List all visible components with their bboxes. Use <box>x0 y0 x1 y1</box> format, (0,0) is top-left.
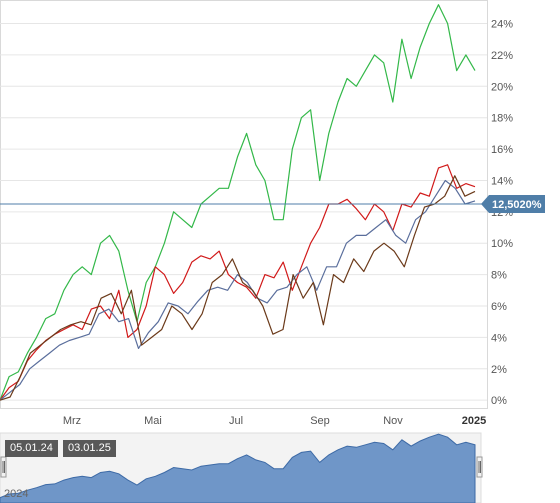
series-lines <box>0 4 476 401</box>
y-tick-label: 0% <box>491 395 507 407</box>
y-tick-label: 20% <box>491 81 513 93</box>
y-tick-label: 14% <box>491 175 513 187</box>
y-tick-label: 2% <box>491 364 507 376</box>
series-line-3 <box>0 179 476 401</box>
range-start-label[interactable]: 05.01.24 <box>5 440 58 457</box>
plot-frame <box>0 0 488 409</box>
x-tick-label: Mrz <box>63 415 81 427</box>
grid-lines <box>0 0 488 409</box>
x-tick-label: Sep <box>310 415 330 427</box>
x-tick-label: Nov <box>383 415 403 427</box>
y-tick-label: 4% <box>491 332 507 344</box>
y-tick-label: 24% <box>491 19 513 31</box>
navigator-area <box>0 433 476 503</box>
x-tick-label: 2025 <box>462 415 486 427</box>
navigator-year-label: 2024 <box>4 488 29 500</box>
y-tick-label: 16% <box>491 144 513 156</box>
value-readout: 12,5020% <box>481 194 545 213</box>
range-end-label[interactable]: 03.01.25 <box>63 440 116 457</box>
readout-badge <box>481 194 545 213</box>
y-tick-label: 22% <box>491 50 513 62</box>
series-line-2 <box>0 164 476 401</box>
series-line-4 <box>0 175 476 401</box>
x-tick-label: Mai <box>144 415 162 427</box>
series-line-1 <box>0 4 476 401</box>
y-tick-label: 8% <box>491 270 507 282</box>
y-tick-label: 18% <box>491 113 513 125</box>
readout-label: 12,5020% <box>492 199 542 211</box>
y-tick-label: 10% <box>491 238 513 250</box>
y-tick-label: 6% <box>491 301 507 313</box>
y-axis-ticks: 0%2%4%6%8%10%12%14%16%18%20%22%24% <box>491 19 513 408</box>
x-axis-ticks: Mrz Mai Jul Sep Nov 2025 <box>63 415 486 427</box>
x-tick-label: Jul <box>229 415 243 427</box>
